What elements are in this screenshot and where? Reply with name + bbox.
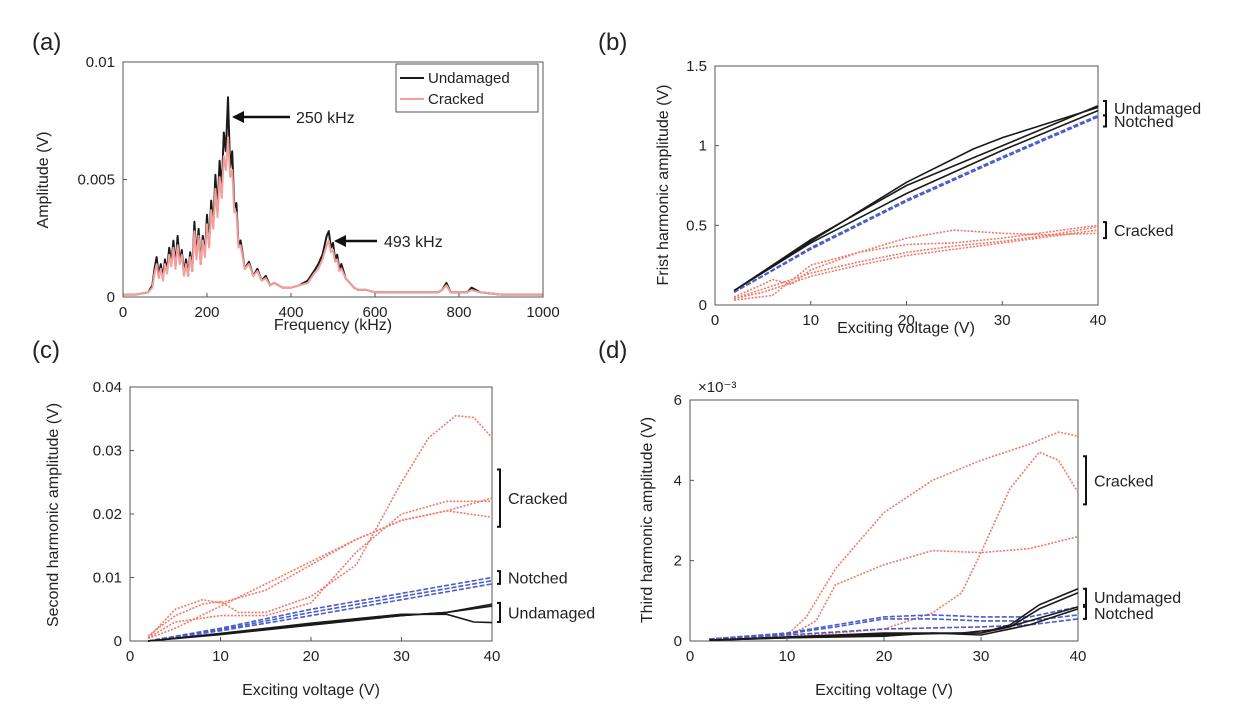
x-tick-label: 30 bbox=[393, 648, 410, 665]
legend-label-undamaged: Undamaged bbox=[428, 70, 510, 87]
group-label-cracked: Cracked bbox=[508, 491, 568, 508]
panel-d-scale-label: ×10⁻³ bbox=[698, 379, 736, 396]
y-tick-label: 0.01 bbox=[93, 570, 122, 587]
y-tick-label: 0 bbox=[107, 289, 115, 306]
annotation-label-493: 493 kHz bbox=[384, 234, 443, 251]
x-tick-label: 40 bbox=[1090, 312, 1107, 329]
panel-c-xlabel: Exciting voltage (V) bbox=[242, 682, 380, 699]
x-tick-label: 200 bbox=[194, 304, 219, 321]
group-label-undamaged: Undamaged bbox=[508, 605, 595, 622]
group-label-cracked: Cracked bbox=[1094, 473, 1154, 490]
x-tick-label: 40 bbox=[484, 648, 501, 665]
x-tick-label: 30 bbox=[994, 312, 1011, 329]
y-tick-label: 4 bbox=[674, 472, 682, 489]
panel-c-ylabel: Second harmonic amplitude (V) bbox=[45, 403, 62, 627]
annotation-label-250: 250 kHz bbox=[296, 110, 355, 127]
panel-d-xlabel: Exciting voltage (V) bbox=[815, 682, 953, 699]
panel-b-xlabel: Exciting voltage (V) bbox=[837, 320, 975, 337]
group-label-notched: Notched bbox=[508, 571, 568, 588]
legend-label-cracked: Cracked bbox=[428, 91, 484, 108]
x-tick-label: 10 bbox=[212, 648, 229, 665]
x-tick-label: 20 bbox=[303, 648, 320, 665]
x-tick-label: 0 bbox=[119, 304, 127, 321]
x-tick-label: 10 bbox=[802, 312, 819, 329]
panel-b-ylabel: Frist harmonic amplitude (V) bbox=[655, 85, 672, 286]
y-tick-label: 2 bbox=[674, 553, 682, 570]
group-label-notched: Notched bbox=[1114, 114, 1174, 131]
y-tick-label: 6 bbox=[674, 392, 682, 409]
y-tick-label: 1.5 bbox=[686, 58, 707, 75]
panel-c-letter: (c) bbox=[32, 337, 60, 364]
panel-a-xlabel: Frequency (kHz) bbox=[274, 317, 392, 334]
panel-a-legend: Undamaged Cracked bbox=[396, 64, 538, 112]
x-tick-label: 800 bbox=[446, 304, 471, 321]
y-tick-label: 0 bbox=[114, 633, 122, 650]
x-tick-label: 0 bbox=[686, 648, 694, 665]
y-tick-label: 0.03 bbox=[93, 443, 122, 460]
x-tick-label: 0 bbox=[126, 648, 134, 665]
y-tick-label: 0.04 bbox=[93, 379, 122, 396]
y-tick-label: 0.005 bbox=[77, 172, 115, 189]
panel-d-letter: (d) bbox=[598, 337, 627, 364]
panel-a-ylabel: Amplitude (V) bbox=[35, 132, 52, 229]
x-tick-label: 30 bbox=[973, 648, 990, 665]
panel-d-ylabel: Third harmonic amplitude (V) bbox=[639, 417, 656, 623]
panel-b-letter: (b) bbox=[598, 29, 627, 56]
y-tick-label: 0.02 bbox=[93, 506, 122, 523]
x-tick-label: 10 bbox=[779, 648, 796, 665]
x-tick-label: 1000 bbox=[526, 304, 559, 321]
y-tick-label: 0.5 bbox=[686, 217, 707, 234]
x-tick-label: 40 bbox=[1070, 648, 1087, 665]
group-label-notched: Notched bbox=[1094, 606, 1154, 623]
y-tick-label: 0 bbox=[699, 297, 707, 314]
y-tick-label: 1 bbox=[699, 138, 707, 155]
y-tick-label: 0.01 bbox=[86, 54, 115, 71]
panel-a-letter: (a) bbox=[32, 29, 61, 56]
group-label-undamaged: Undamaged bbox=[1094, 590, 1181, 607]
x-tick-label: 0 bbox=[711, 312, 719, 329]
y-tick-label: 0 bbox=[674, 633, 682, 650]
x-tick-label: 20 bbox=[876, 648, 893, 665]
group-label-cracked: Cracked bbox=[1114, 223, 1174, 240]
